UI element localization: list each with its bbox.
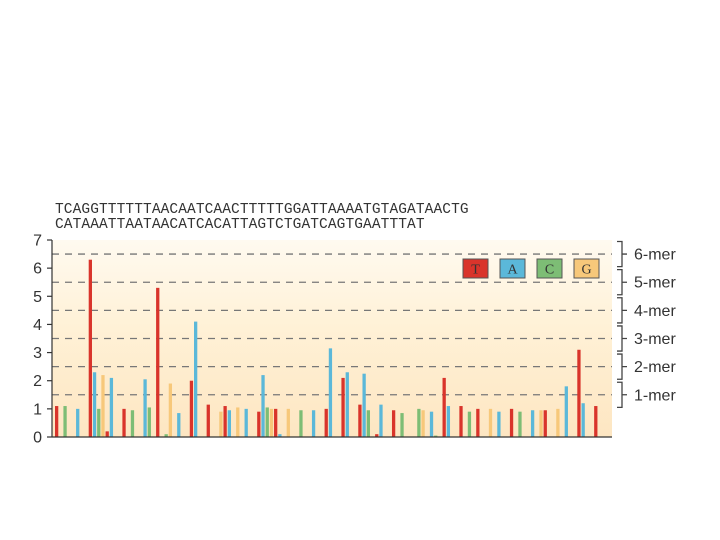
y-tick-label-2: 2 [33, 373, 42, 390]
mer-label-4-mer: 4-mer [634, 303, 676, 320]
bar-g1-T [55, 406, 59, 437]
bar-g14-T [274, 408, 278, 437]
bar-g9-A [194, 321, 198, 437]
bar-g4-T [105, 431, 109, 437]
y-tick-label-3: 3 [33, 345, 42, 362]
bar-g13-C [265, 407, 269, 437]
legend-swatch-C [536, 258, 563, 279]
bar-g12-A [244, 408, 248, 437]
mer-label-1-mer: 1-mer [634, 387, 676, 404]
bar-g3-A [92, 372, 97, 437]
legend-swatch-A [499, 258, 526, 279]
bar-g23-A [429, 411, 434, 437]
legend-label-A: A [507, 263, 518, 278]
bar-g17-T [324, 408, 328, 437]
bar-g10-T [206, 404, 210, 437]
bar-g18-A [345, 372, 349, 437]
bar-g11-G [236, 407, 240, 437]
bar-g14-A [278, 434, 282, 437]
y-tick-label-6: 6 [33, 261, 42, 278]
mer-label-3-mer: 3-mer [634, 331, 676, 348]
mer-bracket-4 [617, 325, 627, 352]
legend-swatch-T [462, 258, 489, 279]
bar-g30-G [556, 408, 560, 437]
bar-g9-T [189, 380, 194, 437]
bar-g23-C [434, 435, 438, 437]
bar-g21-C [400, 413, 404, 437]
bar-g20-T [375, 434, 379, 437]
bar-g32-A [581, 403, 585, 437]
bar-g27-A [497, 411, 501, 437]
bar-g1-C [63, 406, 67, 437]
bar-g5-T [122, 408, 126, 437]
bar-g24-T [442, 377, 446, 437]
legend-label-G: G [581, 263, 591, 278]
y-tick-label-7: 7 [33, 233, 42, 250]
mer-bracket-6 [617, 381, 627, 409]
bar-g18-T [341, 377, 345, 437]
bar-g16-A [311, 410, 316, 437]
bar-g7-G [168, 383, 173, 437]
y-tick-label-4: 4 [33, 317, 42, 334]
bar-g29-A [530, 410, 535, 437]
bar-g7-T [156, 287, 160, 437]
bar-g25-T [459, 406, 463, 437]
mer-bracket-3 [617, 297, 627, 324]
bar-g19-C [366, 410, 370, 437]
legend-swatch-G [573, 258, 600, 279]
bar-g11-T [223, 406, 227, 437]
sequence-line-1: TCAGGTTTTTTAACAATCAACTTTTTGGATTAAAATGTAG… [55, 202, 469, 218]
bar-g5-C [130, 410, 135, 437]
bar-g8-A [177, 413, 181, 437]
bar-g7-C [164, 434, 168, 437]
bar-g29-G [539, 410, 543, 437]
y-tick-label-1: 1 [33, 401, 42, 418]
bar-g31-A [564, 386, 568, 437]
y-tick-label-0: 0 [33, 430, 42, 447]
bar-g30-T [543, 410, 547, 437]
bar-g32-T [577, 349, 581, 437]
legend-label-T: T [471, 263, 480, 278]
bar-g6-A [143, 379, 147, 437]
bar-g21-T [391, 410, 396, 437]
bar-g25-C [467, 411, 472, 437]
bar-g26-T [476, 408, 480, 437]
bar-g3-T [88, 259, 92, 437]
bar-g13-T [257, 411, 261, 437]
bar-g13-A [261, 375, 265, 437]
bar-g19-A [362, 373, 366, 437]
bar-g11-A [227, 410, 231, 437]
bar-g4-A [109, 377, 114, 437]
bar-g28-T [509, 408, 514, 437]
bar-g17-A [328, 348, 333, 437]
mer-bracket-2 [617, 268, 627, 296]
bar-g33-T [594, 406, 598, 437]
y-tick-label-5: 5 [33, 289, 42, 306]
bar-g3-G [101, 375, 105, 437]
legend-label-C: C [545, 263, 554, 278]
bar-g2-A [76, 408, 80, 437]
mer-label-5-mer: 5-mer [634, 275, 676, 292]
bar-g19-T [358, 404, 362, 437]
bar-g26-G [488, 408, 493, 437]
sequence-line-2: CATAAATTAATAACATCACATTAGTCTGATCAGTGAATTT… [55, 217, 425, 233]
bar-g10-G [219, 411, 223, 437]
bar-g6-C [147, 407, 151, 437]
bar-g14-G [286, 408, 290, 437]
bar-g28-C [518, 411, 522, 437]
bar-g13-G [269, 408, 274, 437]
bar-g20-A [379, 404, 383, 437]
bar-g24-A [446, 406, 451, 437]
mer-label-2-mer: 2-mer [634, 359, 676, 376]
bar-g22-C [417, 408, 421, 437]
bar-g22-G [421, 410, 425, 437]
bar-g3-C [97, 408, 101, 437]
mer-label-6-mer: 6-mer [634, 247, 676, 264]
bar-g15-C [299, 410, 303, 437]
mer-bracket-1 [617, 240, 627, 268]
mer-bracket-5 [617, 353, 627, 380]
